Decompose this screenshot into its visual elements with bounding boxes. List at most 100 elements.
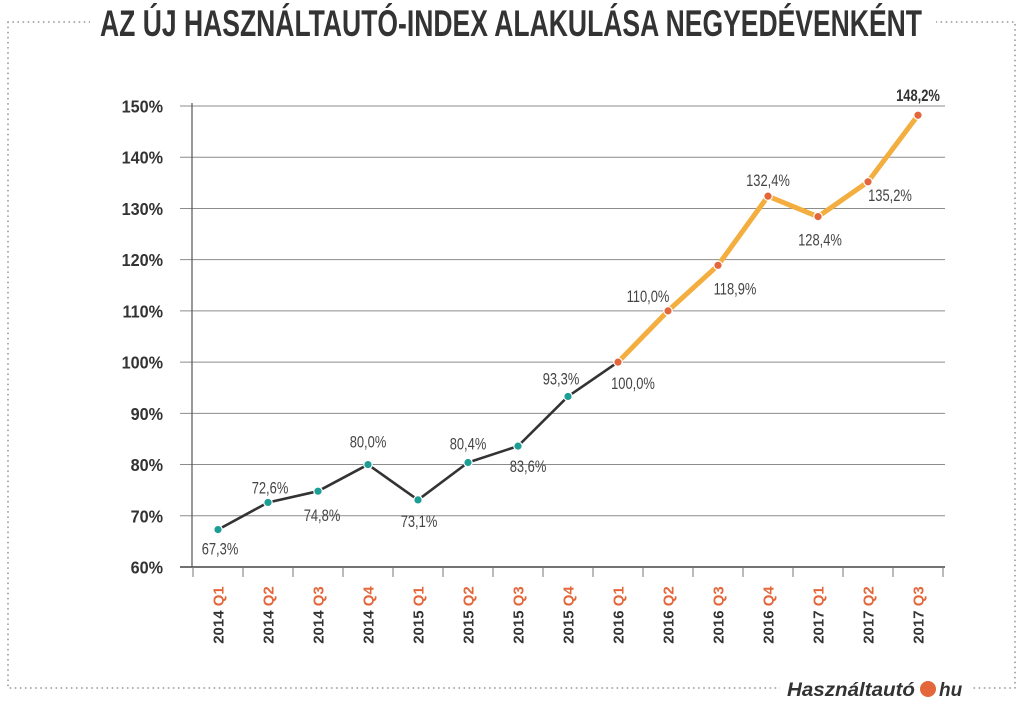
data-point — [713, 260, 723, 271]
x-tick-label: 2016 Q4 — [761, 586, 778, 644]
x-tick-quarter: Q1 — [411, 586, 428, 606]
x-tick-label: 2014 Q3 — [311, 586, 328, 644]
y-tick-label: 120% — [122, 250, 163, 270]
data-point — [313, 486, 323, 496]
x-tick-label: 2015 Q2 — [461, 586, 478, 644]
x-tick-label: 2014 Q4 — [361, 586, 378, 644]
gridlines — [180, 103, 945, 568]
data-point — [513, 441, 523, 451]
x-tick-year: 2016 — [611, 606, 628, 644]
data-point — [213, 524, 223, 535]
data-label: 132,4% — [746, 172, 790, 191]
x-tick-year: 2015 — [511, 606, 528, 644]
y-tick-label: 60% — [131, 558, 163, 578]
data-label: 93,3% — [543, 370, 580, 389]
x-tick-label: 2017 Q1 — [811, 586, 828, 644]
data-point — [463, 457, 473, 468]
logo-dot-icon — [920, 681, 936, 697]
data-label: 118,9% — [714, 280, 757, 299]
data-label: 73,1% — [401, 512, 438, 531]
x-tick-year: 2017 — [911, 606, 928, 644]
y-tick-label: 130% — [122, 199, 163, 219]
x-tick-label: 2015 Q1 — [411, 586, 428, 644]
x-tick-quarter: Q3 — [911, 586, 928, 606]
data-label: 100,0% — [611, 374, 655, 393]
data-label: 110,0% — [627, 287, 670, 306]
data-point — [813, 211, 823, 222]
x-tick-label: 2017 Q2 — [861, 586, 878, 644]
x-tick-quarter: Q4 — [361, 586, 378, 607]
y-tick-label: 90% — [131, 404, 163, 424]
data-point — [863, 177, 873, 187]
series-line-late — [615, 112, 921, 365]
data-point — [563, 391, 573, 402]
x-tick-label: 2016 Q2 — [661, 586, 678, 644]
x-tick-quarter: Q4 — [561, 586, 578, 607]
data-point — [363, 459, 373, 470]
x-tick-label: 2014 Q1 — [211, 586, 228, 644]
series-lines — [216, 112, 921, 531]
y-tick-label: 110% — [122, 302, 163, 322]
x-tick-year: 2014 — [261, 606, 278, 644]
data-point — [913, 110, 923, 121]
x-tick-year: 2017 — [861, 606, 878, 644]
x-tick-quarter: Q1 — [211, 586, 228, 606]
y-tick-label: 70% — [131, 507, 163, 527]
x-tick-label: 2016 Q1 — [611, 586, 628, 644]
x-tick-label: 2017 Q3 — [911, 586, 928, 644]
data-label: 67,3% — [202, 540, 239, 559]
data-label: 135,2% — [868, 186, 912, 205]
x-tick-quarter: Q3 — [711, 586, 728, 606]
x-tick-quarter: Q2 — [461, 586, 478, 606]
x-tick-year: 2015 — [411, 606, 428, 644]
x-tick-quarter: Q1 — [611, 586, 628, 606]
x-tick-year: 2014 — [361, 606, 378, 644]
y-axis-labels: 60% 70% 80% 90% 100% 110% 120% 130% 140% 150% — [122, 97, 163, 578]
data-label: 74,8% — [304, 507, 341, 526]
x-tick-label: 2015 Q4 — [561, 586, 578, 644]
title-background — [90, 3, 936, 43]
data-labels: 67,3% 72,6% 74,8% 80,0% 73,1% 80,4% 83,6% 93,3%… — [202, 87, 941, 560]
data-point — [763, 191, 773, 201]
data-point — [613, 357, 623, 367]
x-tick-year: 2014 — [311, 606, 328, 644]
x-tick-label: 2016 Q3 — [711, 586, 728, 644]
x-tick-quarter: Q2 — [861, 586, 878, 606]
data-point — [413, 495, 423, 505]
x-tick-quarter: Q1 — [811, 586, 828, 606]
x-tick-label: 2014 Q2 — [261, 586, 278, 644]
x-tick-year: 2016 — [711, 606, 728, 644]
x-tick-quarter: Q3 — [311, 586, 328, 606]
logo: Használtautó hu — [780, 676, 972, 703]
x-tick-year: 2015 — [461, 606, 478, 644]
data-label: 83,6% — [510, 457, 547, 476]
y-tick-label: 100% — [122, 353, 163, 373]
x-tick-label: 2015 Q3 — [511, 586, 528, 644]
x-tick-year: 2015 — [561, 606, 578, 644]
data-label: 148,2% — [896, 87, 940, 106]
x-tick-year: 2016 — [661, 606, 678, 644]
data-label: 80,4% — [450, 435, 487, 454]
data-point — [663, 306, 673, 316]
data-label: 72,6% — [252, 479, 289, 498]
x-tick-year: 2017 — [811, 606, 828, 644]
x-tick-quarter: Q2 — [661, 586, 678, 606]
x-tick-year: 2014 — [211, 606, 228, 644]
data-label: 80,0% — [350, 433, 387, 452]
y-tick-label: 150% — [122, 97, 163, 117]
logo-background — [780, 676, 972, 703]
y-tick-label: 80% — [131, 455, 163, 475]
y-tick-label: 140% — [122, 148, 163, 168]
x-tick-quarter: Q4 — [761, 586, 778, 607]
logo-tld: hu — [939, 680, 963, 701]
data-points — [213, 110, 923, 535]
data-point — [263, 497, 273, 508]
x-tick-year: 2016 — [761, 606, 778, 644]
data-label: 128,4% — [798, 231, 842, 250]
logo-name: Használtautó — [787, 680, 915, 701]
x-tick-quarter: Q3 — [511, 586, 528, 606]
chart-title: AZ ÚJ HASZNÁLTAUTÓ-INDEX ALAKULÁSA NEGYE… — [100, 2, 922, 44]
x-tick-quarter: Q2 — [261, 586, 278, 606]
